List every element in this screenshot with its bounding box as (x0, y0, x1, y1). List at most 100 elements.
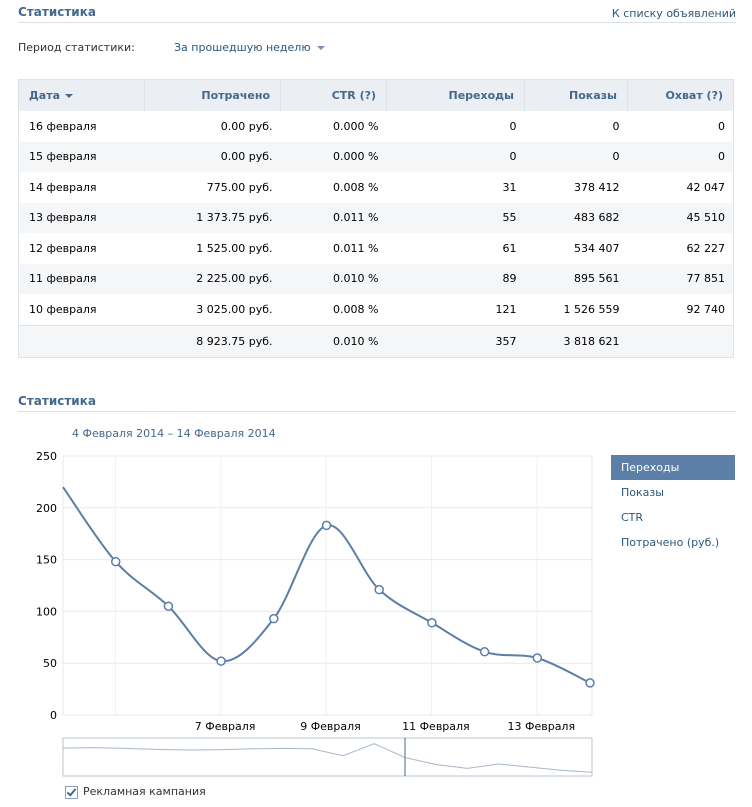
sort-arrow-icon (65, 94, 74, 98)
cell-spent: 2 225.00 руб. (144, 263, 281, 294)
total-reach (627, 324, 734, 357)
y-tick-label: 250 (36, 450, 57, 463)
data-point (374, 584, 384, 595)
chart-section-title: Статистика (18, 394, 96, 408)
cell-clicks: 55 (386, 202, 525, 233)
period-dropdown[interactable]: За прошедшую неделю (174, 41, 325, 54)
cell-reach: 62 227 (686, 241, 726, 255)
table-row: 13 февраля 1 373.75 руб. 0.011 % 55 483 682 4… (18, 202, 734, 233)
cell-ctr: 0.010 % (280, 263, 387, 294)
total-impressions: 3 818 621 (524, 324, 628, 357)
table-header-row: Дата Потрачено CTR (?) Переходы Показы О… (18, 79, 734, 111)
cell-clicks: 0 (386, 141, 525, 172)
metric-legend: Переходы Показы CTR Потрачено (руб.) (611, 455, 735, 555)
legend-item[interactable]: Переходы (611, 455, 735, 480)
column-header-ctr[interactable]: CTR (?) (280, 79, 387, 111)
back-to-ads-link[interactable]: К списку объявлений (611, 7, 736, 20)
cell-date: 16 февраля (29, 119, 97, 133)
cell-reach: 45 510 (627, 202, 734, 233)
total-spent: 8 923.75 руб. (144, 324, 281, 357)
cell-reach: 77 851 (627, 263, 734, 294)
data-point (216, 656, 226, 666)
cell-ctr: 0.011 % (333, 241, 379, 255)
date-range-label: 4 Февраля 2014 – 14 Февраля 2014 (72, 427, 276, 440)
stats-table: Дата Потрачено CTR (?) Переходы Показы О… (18, 79, 734, 358)
column-header-clicks[interactable]: Переходы (386, 79, 525, 111)
legend-item[interactable]: Показы (621, 486, 664, 499)
cell-spent: 1 525.00 руб. (196, 241, 273, 255)
data-point (163, 601, 174, 611)
data-point (269, 613, 279, 624)
column-label: Показы (569, 89, 617, 102)
column-label: Переходы (448, 89, 514, 102)
cell-ctr: 0.008 % (333, 180, 379, 194)
cell-date: 12 февраля (29, 241, 97, 255)
column-header-reach[interactable]: Охват (?) (627, 79, 734, 111)
cell-clicks: 0 (509, 119, 517, 133)
cell-reach: 0 (718, 119, 725, 133)
table-row: 12 февраля 1 525.00 руб. 0.011 % 61 534 407 6… (19, 233, 734, 264)
table-row: 10 февраля 3 025.00 руб. 0.008 % 121 1 526 5… (19, 294, 734, 325)
column-header-date[interactable]: Дата (18, 79, 145, 111)
cell-clicks: 61 (502, 241, 517, 255)
cell-spent: 775.00 руб. (206, 180, 273, 194)
cell-clicks: 89 (386, 263, 525, 294)
cell-impressions: 0 (524, 141, 628, 172)
cell-impressions: 0 (612, 119, 620, 133)
cell-ctr: 0.008 % (333, 302, 379, 316)
total-date (18, 324, 145, 357)
page-title: Статистика (18, 5, 96, 19)
total-ctr: 0.010 % (280, 324, 387, 357)
cell-clicks: 31 (502, 180, 517, 194)
data-point (585, 678, 595, 688)
total-clicks: 357 (386, 324, 525, 357)
y-tick-label: 150 (36, 554, 57, 567)
cell-ctr: 0.011 % (280, 202, 387, 233)
cell-ctr: 0.000 % (280, 141, 387, 172)
column-label: CTR (?) (331, 89, 376, 102)
line-chart: 0 50 100 150 200 250 7 Февраля 9 Февраля 11 Февр… (36, 450, 595, 777)
cell-reach: 92 740 (686, 302, 726, 316)
column-label: Охват (?) (665, 89, 723, 102)
table-totals-row: 8 923.75 руб. 0.010 % 357 3 818 621 (18, 324, 734, 357)
cell-spent: 3 025.00 руб. (196, 302, 273, 316)
cell-spent: 0.00 руб. (144, 141, 281, 172)
cell-impressions: 895 561 (524, 263, 628, 294)
y-tick-label: 200 (36, 502, 57, 515)
column-label: Дата (29, 89, 61, 102)
chevron-down-icon (316, 46, 325, 50)
campaign-checkbox-label: Рекламная кампания (83, 785, 206, 798)
cell-reach: 42 047 (686, 180, 726, 194)
cell-impressions: 483 682 (524, 202, 628, 233)
period-dropdown-value: За прошедшую неделю (174, 41, 311, 54)
cell-date: 14 февраля (29, 180, 97, 194)
data-point (479, 647, 490, 657)
x-tick-label: 11 Февраля (402, 720, 470, 733)
campaign-checkbox[interactable] (65, 785, 78, 799)
chart-section-header: Статистика (18, 389, 736, 412)
cell-date: 13 февраля (18, 202, 145, 233)
y-tick-label: 0 (50, 709, 57, 722)
stats-header: Статистика К списку объявлений (18, 0, 736, 23)
x-tick-label: 7 Февраля (195, 720, 256, 733)
table-row: 11 февраля 2 225.00 руб. 0.010 % 89 895 561 7… (18, 263, 734, 294)
legend-item[interactable]: Потрачено (руб.) (621, 536, 720, 549)
column-header-impressions[interactable]: Показы (524, 79, 628, 111)
period-label: Период статистики: (18, 41, 135, 54)
y-tick-label: 50 (43, 657, 57, 670)
legend-item[interactable]: CTR (621, 511, 644, 524)
plot-area (62, 455, 593, 716)
table-row: 16 февраля 0.00 руб. 0.000 % 0 0 0 (19, 111, 734, 142)
cell-date: 11 февраля (18, 263, 145, 294)
x-tick-label: 9 Февраля (300, 720, 361, 733)
cell-clicks: 121 (495, 302, 517, 316)
cell-date: 15 февраля (18, 141, 145, 172)
campaign-checkbox-row[interactable]: Рекламная кампания (65, 785, 206, 799)
cell-reach: 0 (627, 141, 734, 172)
navigator-line (62, 743, 593, 773)
cell-impressions: 378 412 (574, 180, 620, 194)
cell-impressions: 534 407 (574, 241, 620, 255)
column-header-spent[interactable]: Потрачено (144, 79, 281, 111)
data-point (427, 618, 437, 628)
table-row: 15 февраля 0.00 руб. 0.000 % 0 0 0 (18, 141, 734, 172)
